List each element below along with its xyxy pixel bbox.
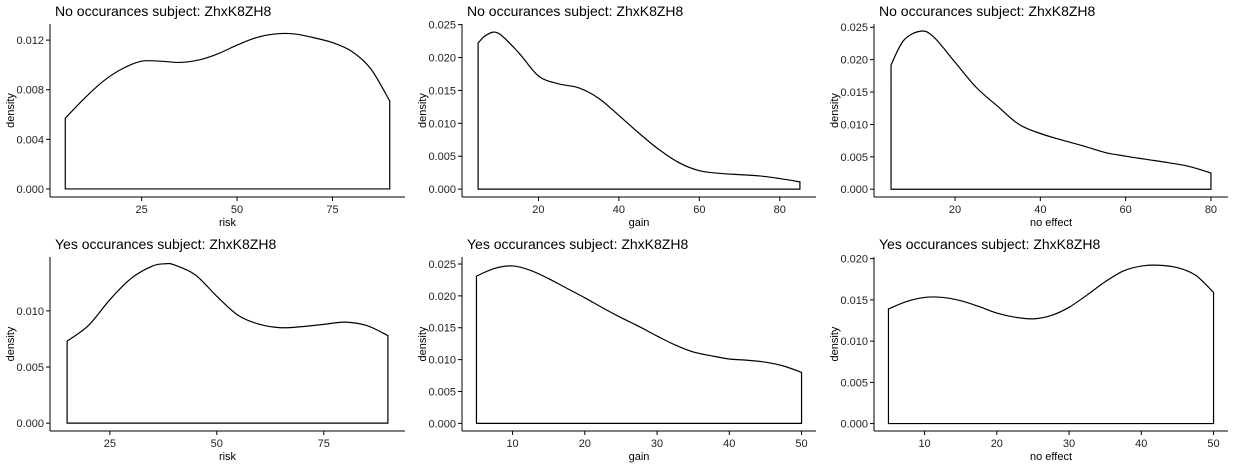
y-tick-label: 0.025 xyxy=(840,22,868,34)
x-axis-label: risk xyxy=(219,217,237,229)
density-panel: No occurances subject: ZhxK8ZH8 0.000 0.00… xyxy=(417,3,816,229)
x-axis-label: risk xyxy=(219,451,237,463)
panel-title: No occurances subject: ZhxK8ZH8 xyxy=(55,3,272,19)
density-panel: Yes occurances subject: ZhxK8ZH8 0.000 0.0… xyxy=(5,236,405,463)
x-tick-label: 25 xyxy=(104,438,116,450)
y-tick-label: 0.010 xyxy=(16,306,44,318)
y-axis-label: density xyxy=(5,93,17,128)
x-tick-label: 40 xyxy=(1034,204,1046,216)
y-tick-label: 0.005 xyxy=(428,386,456,398)
y-axis-label: density xyxy=(417,93,429,128)
y-tick-label: 0.015 xyxy=(840,87,868,99)
x-tick-label: 40 xyxy=(613,204,625,216)
y-tick-label: 0.000 xyxy=(428,418,456,430)
y-tick-label: 0.015 xyxy=(428,85,456,97)
x-tick-label: 80 xyxy=(1205,204,1217,216)
x-tick-label: 50 xyxy=(1207,438,1219,450)
x-tick-label: 20 xyxy=(949,204,961,216)
density-panel: Yes occurances subject: ZhxK8ZH8 0.000 0.0… xyxy=(417,236,816,463)
x-axis-label: no effect xyxy=(1030,451,1072,463)
panel-title: No occurances subject: ZhxK8ZH8 xyxy=(879,3,1096,19)
density-panel: No occurances subject: ZhxK8ZH8 0.000 0.00… xyxy=(829,3,1228,229)
x-tick-label: 75 xyxy=(326,204,338,216)
y-axis-label: density xyxy=(829,93,841,128)
density-curve xyxy=(477,31,801,190)
y-tick-label: 0.010 xyxy=(840,119,868,131)
x-tick-label: 30 xyxy=(651,438,663,450)
y-tick-label: 0.020 xyxy=(840,254,868,266)
y-axis-label: density xyxy=(829,326,841,361)
y-axis-label: density xyxy=(5,326,17,361)
panel-title: No occurances subject: ZhxK8ZH8 xyxy=(467,3,684,19)
y-axis-label: density xyxy=(417,326,429,361)
x-tick-label: 50 xyxy=(211,438,223,450)
x-tick-label: 25 xyxy=(135,204,147,216)
x-tick-label: 60 xyxy=(1120,204,1132,216)
x-tick-label: 60 xyxy=(693,204,705,216)
x-tick-label: 30 xyxy=(1063,438,1075,450)
y-tick-label: 0.020 xyxy=(428,291,456,303)
x-axis-label: no effect xyxy=(1030,217,1072,229)
x-tick-label: 50 xyxy=(795,438,807,450)
y-tick-label: 0.005 xyxy=(840,377,868,389)
y-tick-label: 0.015 xyxy=(840,295,868,307)
x-tick-label: 20 xyxy=(579,438,591,450)
density-curve xyxy=(475,265,803,424)
x-axis-label: gain xyxy=(629,217,650,229)
y-tick-label: 0.000 xyxy=(16,184,44,196)
density-curve xyxy=(890,30,1212,190)
x-tick-label: 40 xyxy=(723,438,735,450)
y-tick-label: 0.020 xyxy=(840,55,868,67)
x-tick-label: 10 xyxy=(918,438,930,450)
y-tick-label: 0.010 xyxy=(428,118,456,130)
y-tick-label: 0.005 xyxy=(16,362,44,374)
y-tick-label: 0.025 xyxy=(428,259,456,271)
density-panel: No occurances subject: ZhxK8ZH8 0.000 0.00… xyxy=(5,3,405,229)
y-tick-label: 0.004 xyxy=(16,134,44,146)
y-tick-label: 0.010 xyxy=(428,355,456,367)
x-tick-label: 80 xyxy=(774,204,786,216)
y-tick-label: 0.012 xyxy=(16,35,44,47)
y-tick-label: 0.010 xyxy=(840,336,868,348)
y-tick-label: 0.020 xyxy=(428,53,456,65)
y-tick-label: 0.000 xyxy=(840,184,868,196)
y-tick-label: 0.000 xyxy=(428,184,456,196)
x-tick-label: 75 xyxy=(318,438,330,450)
x-tick-label: 20 xyxy=(991,438,1003,450)
x-tick-label: 10 xyxy=(506,438,518,450)
y-tick-label: 0.005 xyxy=(428,151,456,163)
y-tick-label: 0.008 xyxy=(16,85,44,97)
x-tick-label: 50 xyxy=(231,204,243,216)
y-tick-label: 0.015 xyxy=(428,323,456,335)
x-tick-label: 20 xyxy=(532,204,544,216)
panel-title: Yes occurances subject: ZhxK8ZH8 xyxy=(55,236,276,252)
y-tick-label: 0.000 xyxy=(16,418,44,430)
y-tick-label: 0.000 xyxy=(840,419,868,431)
density-panel: Yes occurances subject: ZhxK8ZH8 0.000 0.0… xyxy=(829,236,1228,463)
density-curve xyxy=(887,264,1215,425)
x-axis-label: gain xyxy=(629,451,650,463)
panel-title: Yes occurances subject: ZhxK8ZH8 xyxy=(879,236,1100,252)
y-tick-label: 0.005 xyxy=(840,152,868,164)
y-tick-label: 0.025 xyxy=(428,20,456,32)
density-curve xyxy=(66,262,389,424)
density-curve xyxy=(64,32,391,190)
x-tick-label: 40 xyxy=(1135,438,1147,450)
panel-title: Yes occurances subject: ZhxK8ZH8 xyxy=(467,236,688,252)
